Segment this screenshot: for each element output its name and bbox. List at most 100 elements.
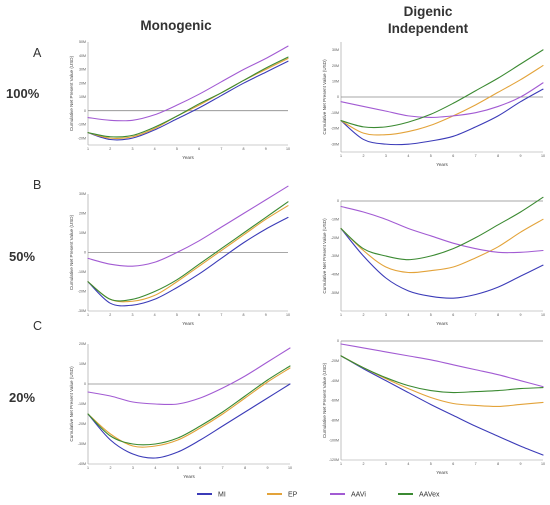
x-tick-label: 6 [199,466,201,470]
x-tick-label: 2 [109,313,111,317]
chart-panel-a-monogenic: -20M -10M 0 10M 20M 30M 40M 50M 1 2 3 4 5 6 7 8 9 10 Years… [69,40,290,160]
chart-panel-b-monogenic: -30M -20M -10M 0 10M 20M 30M 1 2 3 4 5 6 7 8 9 10 Years Cu… [69,185,290,326]
series-line-aavex [87,201,289,302]
x-tick-label: 4 [154,147,156,151]
x-tick-label: 9 [520,154,522,158]
y-tick-label: 30M [332,48,339,52]
chart-panel-c-monogenic: -40M -30M -20M -10M 0 10M 20M 1 2 3 4 5 6 7 8 9 10 Years C… [69,342,292,479]
chart-panel-a-digenic: -30M -20M -10M 0 10M 20M 30M 1 2 3 4 5 6 7 8 9 10 Years Cu… [322,42,545,167]
series-line-aavi [87,185,289,267]
x-tick-label: 4 [154,313,156,317]
x-tick-label: 4 [407,154,409,158]
chart-panel-b-digenic: -50M -40M -30M -20M -10M 0 1 2 3 4 5 6 7 8 9 10 Years Cum… [322,196,545,326]
legend-label-aavex: AAVex [419,492,440,499]
x-tick-label: 3 [385,313,387,317]
x-tick-label: 1 [87,147,89,151]
y-tick-label: -30M [78,442,86,446]
legend-item-aavex: AAVex [398,492,440,499]
y-tick-label: 20M [332,64,339,68]
x-tick-label: 10 [541,154,545,158]
x-tick-label: 8 [243,313,245,317]
x-tick-label: 9 [520,462,522,466]
x-tick-label: 4 [407,462,409,466]
x-tick-label: 8 [244,466,246,470]
x-tick-label: 8 [497,313,499,317]
y-tick-label: 10M [79,231,86,235]
legend-item-mi: MI [197,492,226,499]
y-tick-label: 20M [79,212,86,216]
y-tick-label: 0 [337,339,339,343]
y-axis-label: Cumulative Net Present Value (USD) [322,59,327,135]
y-tick-label: -30M [78,309,86,313]
y-tick-label: -60M [331,399,339,403]
series-line-aavex [340,355,544,394]
row-percent-a: 100% [6,86,40,101]
y-tick-label: 30M [79,68,86,72]
x-tick-label: 10 [286,147,290,151]
x-tick-label: 1 [340,313,342,317]
y-axis-label: Cumulative Net Present Value (USD) [322,362,327,438]
series-line-mi [87,216,289,307]
y-tick-label: -10M [78,402,86,406]
x-tick-label: 7 [220,313,222,317]
x-tick-label: 6 [198,147,200,151]
legend-label-ep: EP [288,492,298,499]
y-tick-label: 10M [332,79,339,83]
x-tick-label: 10 [541,313,545,317]
x-tick-label: 5 [176,147,178,151]
y-tick-label: -120M [329,458,339,462]
column-title-digenic-line2: Independent [388,21,469,36]
y-tick-label: -20M [331,127,339,131]
x-tick-label: 3 [132,466,134,470]
x-tick-label: 9 [265,147,267,151]
y-tick-label: -20M [78,136,86,140]
row-percent-c: 20% [9,390,35,405]
x-tick-label: 9 [265,313,267,317]
x-tick-label: 2 [362,462,364,466]
y-tick-label: -10M [78,123,86,127]
x-axis-label: Years [183,474,195,479]
x-tick-label: 7 [222,466,224,470]
series-line-ep [87,205,289,303]
series-line-ep [340,65,544,136]
x-axis-label: Years [436,162,448,167]
x-tick-label: 1 [340,462,342,466]
legend-label-aavi: AAVi [351,492,366,499]
y-tick-label: -20M [331,236,339,240]
x-tick-label: 2 [109,466,111,470]
x-tick-label: 2 [362,313,364,317]
y-tick-label: -30M [331,254,339,258]
y-tick-label: -10M [78,270,86,274]
y-tick-label: 10M [79,362,86,366]
column-title-monogenic: Monogenic [140,18,212,33]
x-tick-label: 10 [286,313,290,317]
y-tick-label: -10M [331,111,339,115]
x-tick-label: 7 [475,313,477,317]
legend-item-aavi: AAVi [330,492,366,499]
y-axis-label: Cumulative Net Present Value (USD) [69,366,74,442]
row-letter-a: A [33,46,42,60]
y-tick-label: 40M [79,54,86,58]
y-tick-label: 50M [79,40,86,44]
x-tick-label: 3 [385,154,387,158]
y-axis-label: Cumulative Net Present Value (USD) [69,55,74,131]
series-line-mi [87,383,291,459]
x-tick-label: 8 [497,154,499,158]
series-line-aavi [340,82,544,118]
y-tick-label: 20M [79,342,86,346]
x-tick-label: 2 [362,154,364,158]
x-tick-label: 3 [385,462,387,466]
x-tick-label: 8 [243,147,245,151]
x-tick-label: 6 [452,313,454,317]
x-tick-label: 1 [87,313,89,317]
y-tick-label: 0 [84,109,86,113]
x-tick-label: 8 [497,462,499,466]
x-tick-label: 7 [475,462,477,466]
y-tick-label: -20M [78,422,86,426]
x-tick-label: 4 [407,313,409,317]
x-tick-label: 5 [430,154,432,158]
row-letter-c: C [33,319,42,333]
y-tick-label: -40M [331,379,339,383]
